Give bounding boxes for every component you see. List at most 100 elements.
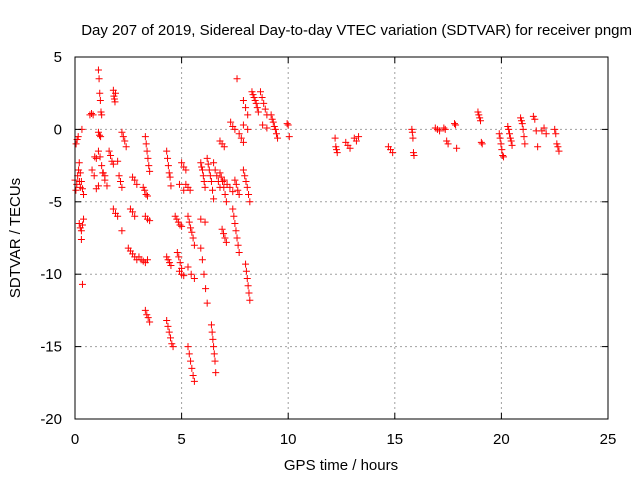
data-point (500, 153, 508, 161)
data-point (133, 180, 141, 188)
data-point (474, 108, 482, 116)
data-point (171, 212, 179, 220)
data-point (97, 133, 105, 141)
data-point (72, 186, 80, 194)
x-tick-label: 10 (280, 431, 297, 448)
data-point (75, 159, 83, 167)
data-point (164, 154, 172, 162)
data-point (96, 89, 104, 97)
data-point (219, 178, 227, 186)
data-point (231, 220, 239, 228)
data-point (231, 176, 239, 184)
data-point (495, 130, 503, 138)
data-point (119, 133, 127, 141)
data-point (164, 162, 172, 170)
data-point (441, 125, 449, 133)
data-point (232, 180, 240, 188)
data-point (499, 151, 507, 159)
data-point (187, 270, 195, 278)
data-point (207, 321, 215, 329)
data-point (96, 153, 104, 161)
data-point (220, 176, 228, 184)
data-point (98, 111, 106, 119)
data-point (107, 151, 115, 159)
data-point (176, 221, 184, 229)
data-points (71, 66, 563, 385)
chart-title: Day 207 of 2019, Sidereal Day-to-day VTE… (81, 22, 632, 39)
data-point (164, 256, 172, 264)
data-point (410, 151, 418, 159)
data-point (75, 166, 83, 174)
data-point (389, 149, 397, 157)
data-point (519, 125, 527, 133)
data-point (248, 88, 256, 96)
data-point (229, 205, 237, 213)
data-point (226, 183, 234, 191)
data-point (190, 241, 198, 249)
data-point (453, 144, 461, 152)
data-point (163, 147, 171, 155)
data-point (506, 134, 514, 142)
data-point (217, 173, 225, 181)
data-point (198, 166, 206, 174)
data-point (284, 121, 292, 129)
data-point (270, 123, 278, 131)
data-point (109, 205, 117, 213)
data-point (555, 147, 563, 155)
data-point (94, 147, 102, 155)
plot-frame (74, 56, 609, 420)
data-point (529, 112, 537, 120)
data-point (244, 111, 252, 119)
data-point (252, 99, 260, 107)
data-point (175, 180, 183, 188)
data-point (237, 134, 245, 142)
data-point (220, 230, 228, 238)
y-tick-label: -20 (40, 411, 62, 428)
data-point (186, 186, 194, 194)
y-tick-label: 0 (54, 121, 62, 138)
data-point (141, 306, 149, 314)
data-point (258, 94, 266, 102)
data-point (190, 377, 198, 385)
data-point (184, 343, 192, 351)
x-tick-label: 0 (71, 431, 79, 448)
data-point (268, 115, 276, 123)
data-point (103, 182, 111, 190)
data-point (146, 217, 154, 225)
data-point (272, 130, 280, 138)
data-point (245, 289, 253, 297)
data-point (163, 317, 171, 325)
data-point (246, 296, 254, 304)
data-point (477, 117, 485, 125)
data-point (283, 120, 291, 128)
data-point (180, 272, 188, 280)
data-point (184, 212, 192, 220)
data-point (77, 178, 85, 186)
data-point (505, 125, 513, 133)
data-point (203, 154, 211, 162)
data-point (188, 228, 196, 236)
data-point (210, 159, 218, 167)
data-point (167, 182, 175, 190)
data-point (210, 350, 218, 358)
data-point (176, 259, 184, 267)
data-point (285, 133, 293, 141)
data-point (554, 143, 562, 151)
data-point (184, 263, 192, 271)
data-point (187, 357, 195, 365)
data-point (497, 140, 505, 148)
data-point (77, 227, 85, 235)
data-point (220, 183, 228, 191)
data-point (101, 176, 109, 184)
data-point (229, 188, 237, 196)
y-tick-label: -10 (40, 266, 62, 283)
data-point (143, 256, 151, 264)
data-point (355, 133, 363, 141)
data-point (95, 75, 103, 83)
data-point (94, 66, 102, 74)
data-point (173, 248, 181, 256)
data-point (98, 162, 106, 170)
data-point (88, 109, 96, 117)
data-point (90, 172, 98, 180)
